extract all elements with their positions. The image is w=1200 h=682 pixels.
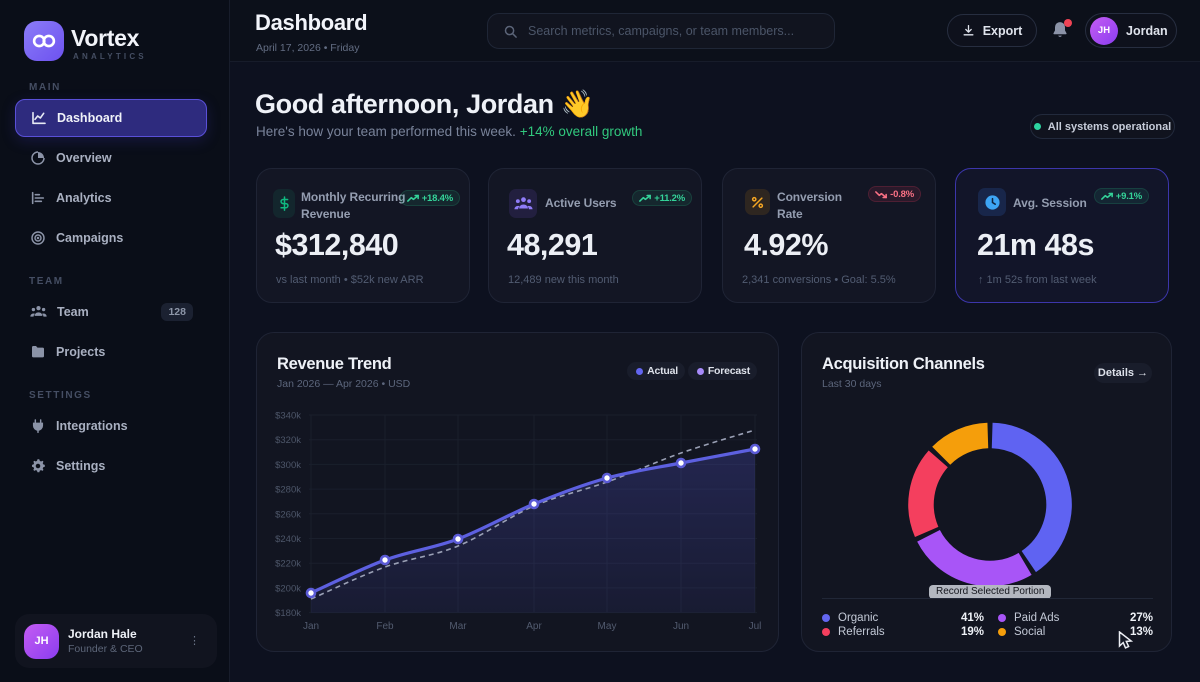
svg-text:$200k: $200k — [275, 583, 301, 594]
svg-text:Feb: Feb — [376, 621, 394, 632]
svg-text:$340k: $340k — [275, 411, 301, 422]
svg-text:Mar: Mar — [449, 621, 467, 632]
svg-text:May: May — [598, 621, 617, 632]
svg-text:$280k: $280k — [275, 485, 301, 496]
svg-text:Apr: Apr — [526, 621, 542, 632]
svg-text:Jun: Jun — [673, 621, 689, 632]
svg-text:$180k: $180k — [275, 608, 301, 619]
svg-text:$260k: $260k — [275, 509, 301, 520]
svg-text:$240k: $240k — [275, 534, 301, 545]
svg-text:$300k: $300k — [275, 460, 301, 471]
svg-text:$320k: $320k — [275, 435, 301, 446]
svg-text:Jan: Jan — [303, 621, 319, 632]
svg-text:Jul: Jul — [749, 621, 762, 632]
svg-text:$220k: $220k — [275, 559, 301, 570]
